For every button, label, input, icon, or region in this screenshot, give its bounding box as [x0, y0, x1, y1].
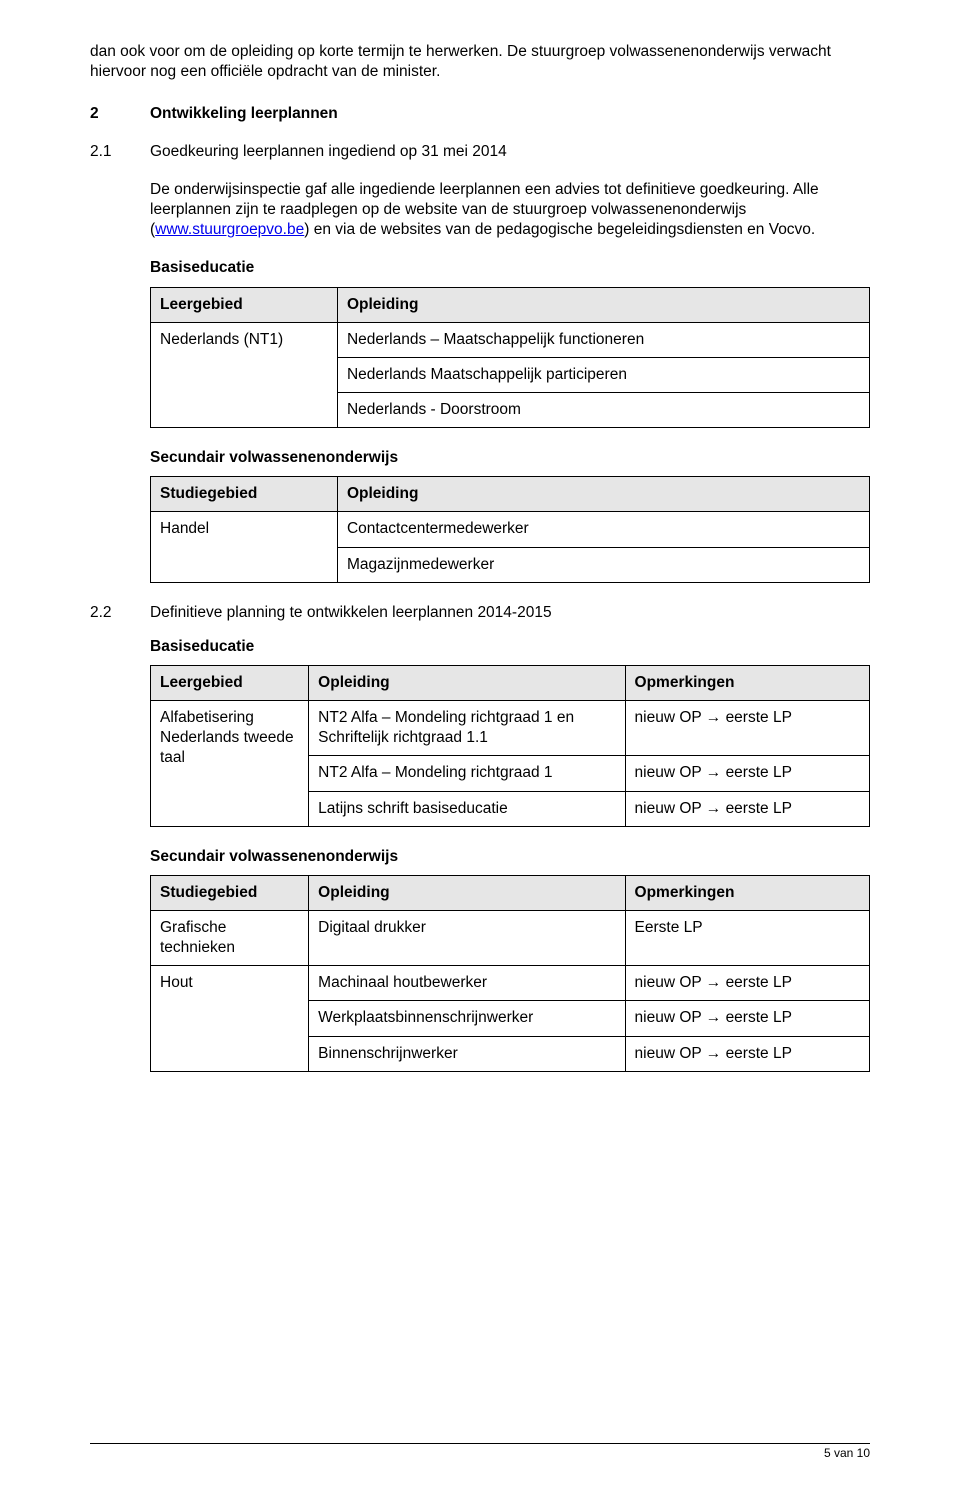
- cell: nieuw OP → eerste LP: [625, 701, 869, 756]
- table-title: Secundair volwassenenonderwijs: [150, 448, 870, 468]
- cell: Latijns schrift basiseducatie: [309, 791, 625, 826]
- cell: Contactcentermedewerker: [337, 512, 869, 547]
- table-header-row: Leergebied Opleiding Opmerkingen: [151, 666, 870, 701]
- heading-level1: 2 Ontwikkeling leerplannen: [90, 104, 870, 124]
- table-row: Handel Contactcentermedewerker: [151, 512, 870, 547]
- table-row: Grafische technieken Digitaal drukker Ee…: [151, 911, 870, 966]
- cell: nieuw OP → eerste LP: [625, 791, 869, 826]
- cell: Digitaal drukker: [309, 911, 625, 966]
- col-header: Opleiding: [309, 666, 625, 701]
- heading-text: Goedkeuring leerplannen ingediend op 31 …: [150, 142, 507, 162]
- col-header: Opleiding: [337, 477, 869, 512]
- heading-number: 2: [90, 104, 110, 124]
- cell: Nederlands Maatschappelijk participeren: [337, 357, 869, 392]
- cell: Magazijnmedewerker: [337, 547, 869, 582]
- paragraph-segment: ) en via de websites van de pedagogische…: [304, 221, 815, 238]
- heading-text: Definitieve planning te ontwikkelen leer…: [150, 603, 552, 623]
- heading-number: 2.2: [90, 603, 110, 623]
- page-number: 5 van 10: [824, 1446, 870, 1462]
- basiseducatie-table-2: Leergebied Opleiding Opmerkingen Alfabet…: [150, 665, 870, 827]
- cell: Grafische technieken: [151, 911, 309, 966]
- table-header-row: Studiegebied Opleiding: [151, 477, 870, 512]
- cell: Eerste LP: [625, 911, 869, 966]
- cell: NT2 Alfa – Mondeling richtgraad 1: [309, 756, 625, 791]
- cell: Handel: [151, 512, 338, 582]
- heading-level2: 2.1 Goedkeuring leerplannen ingediend op…: [90, 142, 870, 162]
- section-paragraph: De onderwijsinspectie gaf alle ingediend…: [150, 180, 870, 240]
- secundair-table-2: Studiegebied Opleiding Opmerkingen Grafi…: [150, 875, 870, 1072]
- col-header: Opleiding: [309, 875, 625, 910]
- cell: NT2 Alfa – Mondeling richtgraad 1 en Sch…: [309, 701, 625, 756]
- heading-text: Ontwikkeling leerplannen: [150, 104, 338, 124]
- table-title: Basiseducatie: [150, 637, 870, 657]
- col-header: Opleiding: [337, 287, 869, 322]
- secundair-table-1: Studiegebied Opleiding Handel Contactcen…: [150, 476, 870, 582]
- cell: Nederlands (NT1): [151, 322, 338, 427]
- cell: Werkplaatsbinnenschrijnwerker: [309, 1001, 625, 1036]
- table-title: Secundair volwassenenonderwijs: [150, 847, 870, 867]
- cell: nieuw OP → eerste LP: [625, 1001, 869, 1036]
- col-header: Opmerkingen: [625, 875, 869, 910]
- cell: Machinaal houtbewerker: [309, 966, 625, 1001]
- col-header: Leergebied: [151, 287, 338, 322]
- cell: Nederlands – Maatschappelijk functionere…: [337, 322, 869, 357]
- cell: Binnenschrijnwerker: [309, 1036, 625, 1071]
- col-header: Opmerkingen: [625, 666, 869, 701]
- cell: Alfabetisering Nederlands tweede taal: [151, 701, 309, 827]
- cell: Hout: [151, 966, 309, 1071]
- table-row: Nederlands (NT1) Nederlands – Maatschapp…: [151, 322, 870, 357]
- col-header: Studiegebied: [151, 477, 338, 512]
- table-title: Basiseducatie: [150, 258, 870, 278]
- heading-level2: 2.2 Definitieve planning te ontwikkelen …: [90, 603, 870, 623]
- cell: nieuw OP → eerste LP: [625, 966, 869, 1001]
- table-row: Alfabetisering Nederlands tweede taal NT…: [151, 701, 870, 756]
- page: dan ook voor om de opleiding op korte te…: [0, 0, 960, 1488]
- table-row: Hout Machinaal houtbewerker nieuw OP → e…: [151, 966, 870, 1001]
- cell: nieuw OP → eerste LP: [625, 1036, 869, 1071]
- footer-rule: [90, 1443, 870, 1444]
- col-header: Studiegebied: [151, 875, 309, 910]
- col-header: Leergebied: [151, 666, 309, 701]
- table-header-row: Studiegebied Opleiding Opmerkingen: [151, 875, 870, 910]
- intro-paragraph: dan ook voor om de opleiding op korte te…: [90, 42, 870, 82]
- cell: nieuw OP → eerste LP: [625, 756, 869, 791]
- heading-number: 2.1: [90, 142, 110, 162]
- website-link[interactable]: www.stuurgroepvo.be: [155, 221, 304, 238]
- cell: Nederlands - Doorstroom: [337, 393, 869, 428]
- table-header-row: Leergebied Opleiding: [151, 287, 870, 322]
- basiseducatie-table-1: Leergebied Opleiding Nederlands (NT1) Ne…: [150, 287, 870, 429]
